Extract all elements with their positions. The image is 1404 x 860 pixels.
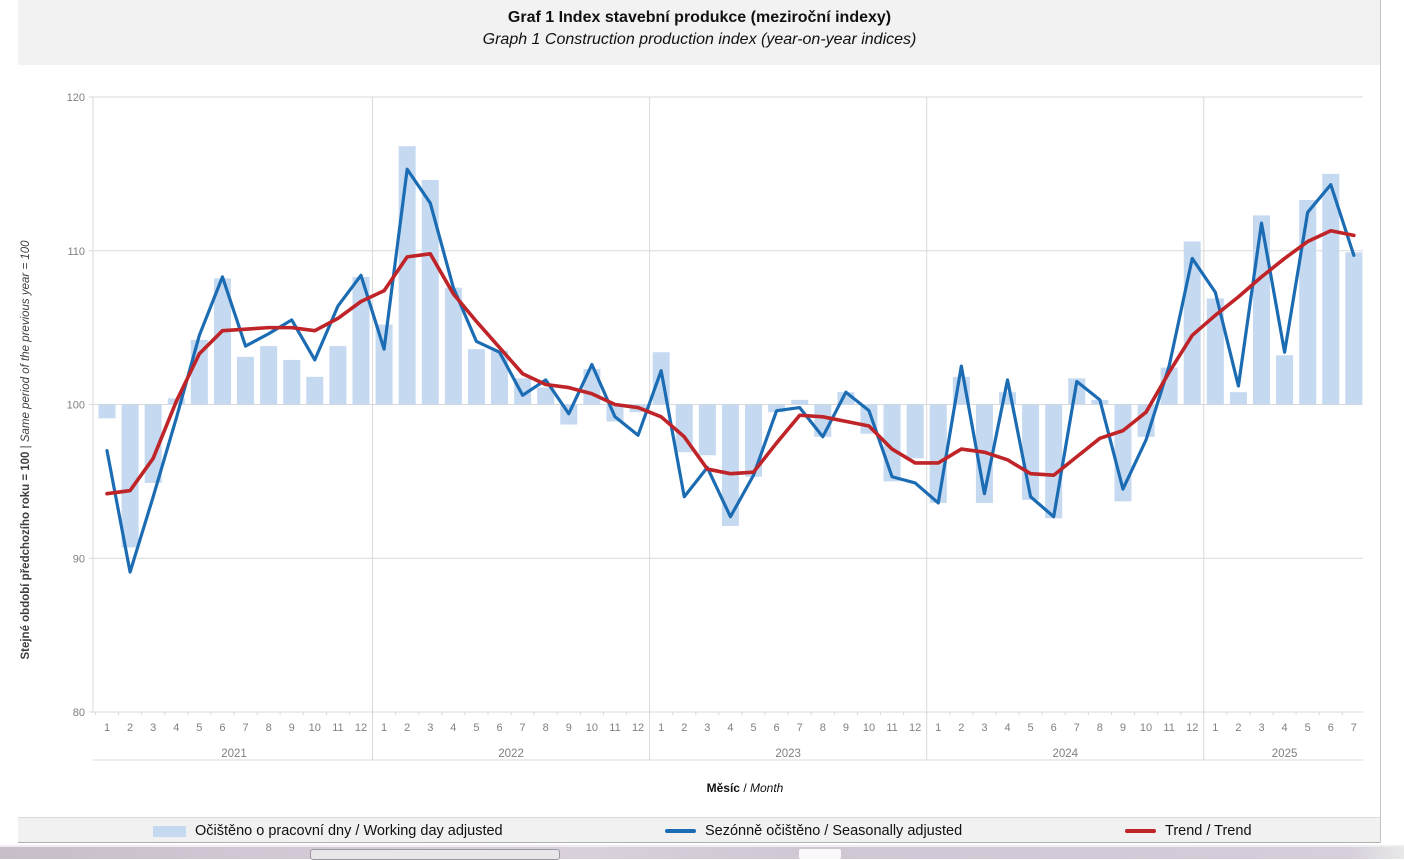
svg-text:2023: 2023 (775, 748, 801, 760)
svg-text:3: 3 (1258, 722, 1264, 734)
svg-text:9: 9 (843, 722, 849, 734)
chart-widget-right-border (1380, 0, 1381, 843)
background-window-toolbar-fragment (310, 849, 560, 860)
svg-text:11: 11 (1163, 722, 1174, 734)
legend-label-trend: Trend / Trend (1165, 823, 1252, 839)
svg-text:3: 3 (704, 722, 710, 734)
svg-text:8: 8 (820, 722, 826, 734)
svg-text:110: 110 (67, 246, 85, 258)
svg-text:12: 12 (1186, 722, 1198, 734)
x-axis-title: Měsíc / Month (93, 781, 1397, 795)
background-window-button-fragment (799, 849, 841, 859)
x-axis-title-english: Month (750, 781, 784, 795)
svg-text:90: 90 (73, 553, 85, 565)
svg-text:9: 9 (1120, 722, 1126, 734)
x-axis-title-divider: / (739, 781, 750, 795)
legend-bar-swatch-icon (153, 825, 186, 837)
svg-text:1: 1 (104, 722, 110, 734)
svg-text:7: 7 (242, 722, 248, 734)
line-seasonally-adjusted (105, 167, 1356, 574)
svg-text:8: 8 (1097, 722, 1103, 734)
svg-text:2: 2 (681, 722, 687, 734)
svg-text:6: 6 (1051, 722, 1057, 734)
svg-text:5: 5 (473, 722, 479, 734)
svg-text:9: 9 (566, 722, 572, 734)
svg-text:6: 6 (219, 722, 225, 734)
svg-text:1: 1 (658, 722, 664, 734)
svg-text:2021: 2021 (221, 748, 247, 760)
svg-text:5: 5 (1028, 722, 1034, 734)
svg-text:1: 1 (1212, 722, 1218, 734)
svg-text:12: 12 (909, 722, 921, 734)
svg-text:5: 5 (196, 722, 202, 734)
svg-text:2: 2 (1235, 722, 1241, 734)
svg-text:1: 1 (935, 722, 941, 734)
svg-text:6: 6 (496, 722, 502, 734)
legend-item-trend: Trend / Trend (1125, 818, 1252, 844)
svg-text:3: 3 (981, 722, 987, 734)
svg-text:10: 10 (863, 722, 875, 734)
svg-text:7: 7 (797, 722, 803, 734)
legend-blue-line-swatch-icon (665, 829, 696, 833)
background-window-strip (0, 845, 1404, 860)
svg-text:7: 7 (1351, 722, 1357, 734)
svg-text:1: 1 (381, 722, 387, 734)
svg-text:2: 2 (127, 722, 133, 734)
svg-text:4: 4 (727, 722, 733, 734)
svg-text:100: 100 (67, 400, 85, 412)
svg-text:2025: 2025 (1272, 748, 1298, 760)
svg-text:4: 4 (1004, 722, 1010, 734)
legend-band: Očištěno o pracovní dny / Working day ad… (18, 817, 1381, 843)
svg-text:10: 10 (1140, 722, 1152, 734)
svg-text:8: 8 (266, 722, 272, 734)
svg-text:4: 4 (1282, 722, 1288, 734)
svg-text:10: 10 (309, 722, 321, 734)
svg-text:2022: 2022 (498, 748, 524, 760)
svg-text:12: 12 (355, 722, 367, 734)
svg-text:8: 8 (543, 722, 549, 734)
svg-text:7: 7 (1074, 722, 1080, 734)
svg-text:9: 9 (289, 722, 295, 734)
legend-item-working-day-adjusted: Očištěno o pracovní dny / Working day ad… (153, 818, 503, 844)
svg-text:3: 3 (150, 722, 156, 734)
svg-text:5: 5 (750, 722, 756, 734)
svg-text:4: 4 (450, 722, 456, 734)
legend-label-working-day-adjusted: Očištěno o pracovní dny / Working day ad… (195, 823, 503, 839)
svg-text:10: 10 (586, 722, 598, 734)
year-separator-lines (372, 97, 1205, 760)
svg-text:2024: 2024 (1052, 748, 1078, 760)
svg-text:12: 12 (632, 722, 644, 734)
svg-text:2: 2 (958, 722, 964, 734)
svg-text:11: 11 (332, 722, 343, 734)
svg-text:7: 7 (520, 722, 526, 734)
svg-text:6: 6 (774, 722, 780, 734)
svg-text:4: 4 (173, 722, 179, 734)
svg-text:2: 2 (404, 722, 410, 734)
svg-text:3: 3 (427, 722, 433, 734)
legend-red-line-swatch-icon (1125, 829, 1156, 833)
legend-label-seasonally-adjusted: Sezónně očištěno / Seasonally adjusted (705, 823, 963, 839)
svg-text:5: 5 (1305, 722, 1311, 734)
legend-item-seasonally-adjusted: Sezónně očištěno / Seasonally adjusted (665, 818, 962, 844)
svg-text:11: 11 (886, 722, 897, 734)
chart-title-english: Graph 1 Construction production index (y… (482, 31, 917, 48)
title-band: Graf 1 Index stavební produkce (meziročn… (18, 0, 1381, 65)
svg-text:6: 6 (1328, 722, 1334, 734)
line-trend (105, 228, 1356, 496)
svg-text:11: 11 (609, 722, 620, 734)
svg-text:80: 80 (73, 707, 85, 719)
svg-text:120: 120 (67, 92, 85, 104)
x-axis-title-czech: Měsíc (706, 781, 740, 795)
chart-title-czech: Graf 1 Index stavební produkce (meziročn… (507, 9, 892, 26)
